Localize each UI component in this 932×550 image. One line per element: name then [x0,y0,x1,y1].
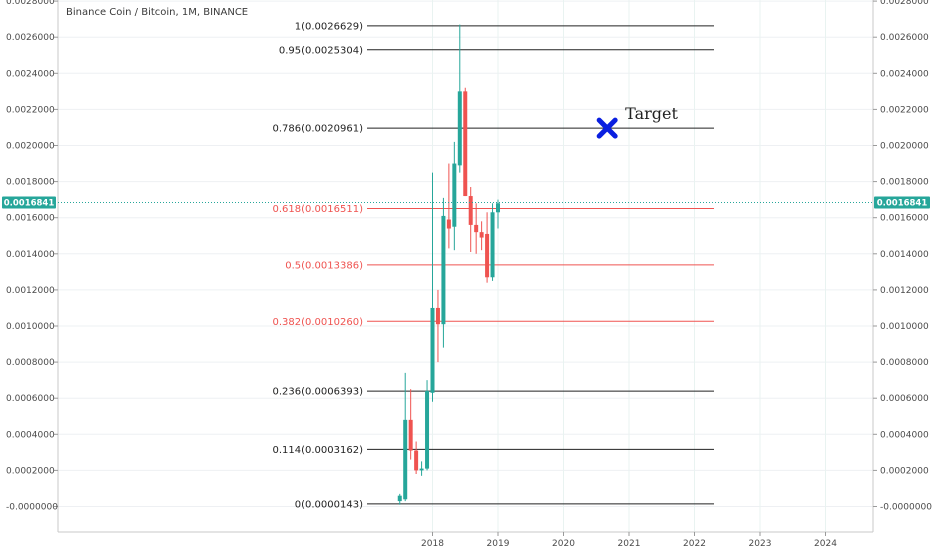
current-price-line: 0.0016841 0.0016841 [2,196,930,209]
y-tick-label: 0.0022000 [880,105,929,115]
y-tick-label: 0.0010000 [6,322,55,332]
y-tick-label: 0.0028000 [6,0,55,7]
x-axis: 2018 2019 2020 2021 2022 2023 2024 [421,532,837,549]
y-tick-label: 0.0016000 [6,214,55,224]
y-tick-label: 0.0014000 [880,250,929,260]
candle-body [479,232,484,238]
fib-level-label: 0(0.0000143) [295,499,363,510]
y-tick-label: 0.0024000 [880,69,929,79]
y-tick-label: 0.0018000 [880,178,929,188]
chart-title: Binance Coin / Bitcoin, 1M, BINANCE [66,7,248,18]
candle-body [408,419,413,451]
y-tick-label: 0.0016000 [880,214,929,224]
candle-body [474,224,479,233]
current-price-label-right: 0.0016841 [877,199,928,209]
candle-body [430,307,435,393]
candle-body [485,233,490,278]
candle-body [452,163,457,227]
candle-body [425,390,430,469]
y-axis-right: 0.0028000 0.0026000 0.0024000 0.0022000 0.00… [873,0,932,513]
fibonacci-retracement[interactable]: 1(0.0026629) 0.95(0.0025304) 0.786(0.00209… [272,21,714,510]
target-annotation[interactable]: Target [596,104,678,139]
candle-body [496,203,500,213]
y-tick-label: 0.0004000 [6,430,55,440]
y-tick-label: 0.0002000 [880,466,929,476]
fib-level-label: 0.5(0.0013386) [285,260,363,271]
fib-level-label: 0.114(0.0003162) [272,445,363,456]
fib-level-label: 1(0.0026629) [295,21,363,32]
y-tick-label: 0.0018000 [6,178,55,188]
fib-level-label: 0.236(0.0006393) [272,387,363,398]
y-tick-label: 0.0008000 [880,358,929,368]
y-tick-label: 0.0008000 [6,358,55,368]
y-tick-label: 0.0004000 [880,430,929,440]
current-price-box-right [874,196,930,209]
x-tick-label: 2022 [683,539,706,549]
y-axis-left: 0.0028000 0.0026000 0.0024000 0.0022000 0.00… [6,0,58,513]
x-tick-label: 2024 [814,539,837,549]
candle-body [435,307,440,325]
current-price-box-left [2,196,56,209]
candle-body [490,212,495,278]
y-tick-label: 0.0002000 [6,466,55,476]
y-tick-label: 0.0024000 [6,69,55,79]
target-label: Target [625,104,678,123]
candle-body [414,450,419,471]
y-tick-label: 0.0020000 [6,142,55,152]
chart-grid [58,0,873,532]
y-tick-label: 0.0006000 [880,394,929,404]
x-mark-icon[interactable] [596,117,618,139]
y-tick-label: 0.0006000 [6,394,55,404]
x-mark-stroke [596,117,618,139]
candle-body [468,196,473,225]
x-tick-label: 2021 [618,539,641,549]
y-tick-label: 0.0014000 [6,250,55,260]
y-tick-label: 0.0026000 [6,33,55,43]
chart-axes [57,0,874,533]
candle-body [419,468,424,471]
y-tick-label: -0.0000000 [6,503,58,513]
candle-body [446,219,451,229]
y-tick-label: 0.0026000 [880,33,929,43]
candlestick-series [397,24,500,505]
candle-body [441,215,446,325]
y-tick-label: 0.0012000 [880,286,929,296]
y-tick-label: 0.0010000 [880,322,929,332]
y-tick-label: 0.0020000 [880,142,929,152]
candle-body [397,495,402,502]
candle-body [403,419,408,500]
fib-level-label: 0.786(0.0020961) [272,124,363,135]
fib-level-label: 0.95(0.0025304) [279,45,363,56]
y-tick-label: 0.0028000 [880,0,929,7]
current-price-label-left: 0.0016841 [4,199,55,209]
y-tick-label: -0.0000000 [880,503,932,513]
y-tick-label: 0.0022000 [6,105,55,115]
fib-level-label: 0.618(0.0016511) [272,204,363,215]
candle-body [463,91,468,197]
y-tick-label: 0.0012000 [6,286,55,296]
x-tick-label: 2019 [487,539,510,549]
candle-body [457,91,462,166]
x-tick-label: 2020 [552,539,575,549]
x-tick-label: 2018 [421,539,444,549]
x-tick-label: 2023 [749,539,772,549]
fib-level-label: 0.382(0.0010260) [272,317,363,328]
